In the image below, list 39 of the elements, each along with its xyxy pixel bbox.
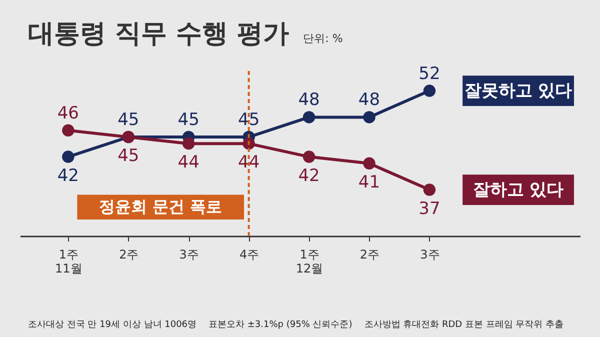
x-tick-label: 2주 (119, 248, 139, 262)
data-label: 46 (57, 103, 79, 124)
point (423, 184, 436, 196)
x-tick-label: 3주 (420, 248, 440, 262)
x-tick-label: 1주 11월 (55, 248, 82, 276)
data-label: 42 (298, 166, 320, 186)
point (363, 111, 376, 124)
x-tick-label: 4주 (239, 248, 260, 262)
point (62, 124, 74, 137)
data-label: 45 (178, 110, 200, 130)
data-label: 42 (57, 166, 79, 186)
point (242, 137, 255, 150)
text: 잘하고 있다 (472, 180, 564, 200)
x-tick-label: 2주 (360, 248, 380, 262)
point (62, 150, 74, 163)
series-label: 잘못하고 있다 (464, 80, 572, 101)
data-label: 44 (238, 152, 260, 173)
x-tick-label: 1주 12월 (296, 248, 324, 276)
text: 조사방법 휴대전화 RDD 표본 프레임 무작위 추출 (364, 319, 564, 331)
data-label: 37 (418, 198, 440, 219)
data-label: 52 (418, 64, 440, 84)
point (363, 157, 376, 170)
point (423, 84, 436, 97)
point (302, 150, 316, 163)
data-label: 45 (118, 110, 140, 130)
x-tick-label: 3주 (179, 248, 199, 262)
point (302, 111, 316, 124)
data-label: 45 (238, 110, 260, 130)
data-label: 45 (118, 146, 140, 166)
text: 조사대상 전국 만 19세 이상 남녀 1006명 (28, 319, 197, 331)
point (182, 137, 195, 150)
data-label: 41 (358, 172, 380, 192)
chart-subtitle: 단위: % (303, 31, 343, 46)
data-label: 48 (298, 90, 320, 110)
text: 표본오차 ±3.1%p (95% 신뢰수준) (208, 319, 352, 331)
chart-title: 대통령 직무 수행 평가 (28, 18, 290, 51)
ref-line-label: 정윤회 문건 폭로 (99, 197, 222, 216)
data-label: 48 (358, 90, 380, 110)
data-label: 44 (178, 152, 200, 173)
